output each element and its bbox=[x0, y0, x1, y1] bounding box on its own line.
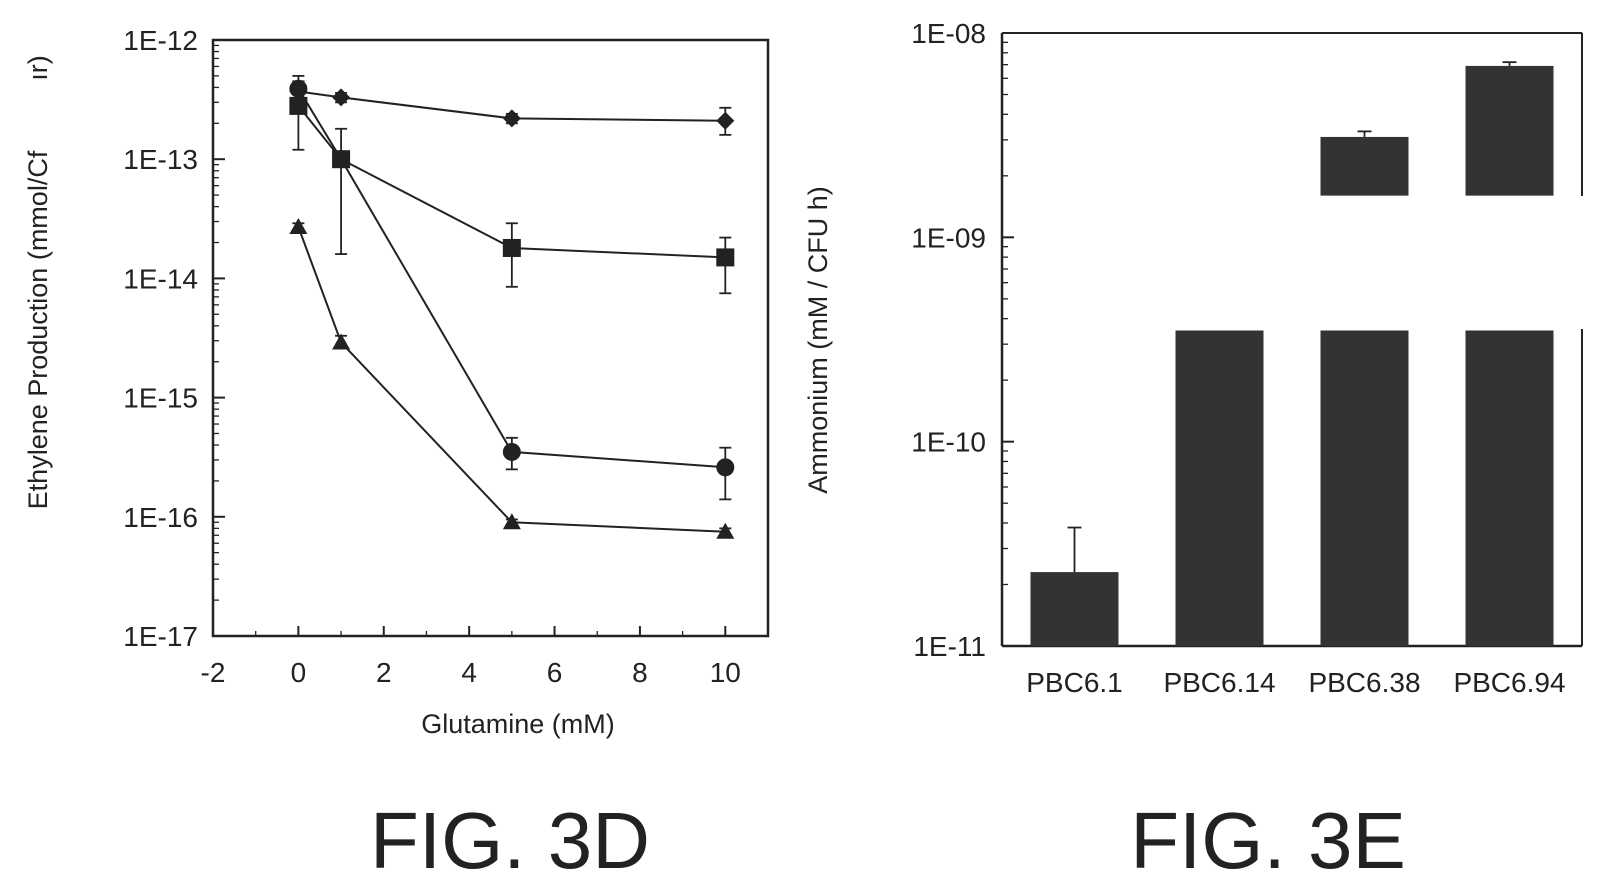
x-tick-label: 6 bbox=[547, 657, 563, 688]
y-tick-label: 1E-08 bbox=[911, 18, 986, 49]
chart-3d-y-axis-ticks: 1E-17 1E-16 1E-15 1E-14 1E-13 1E-12 bbox=[123, 25, 225, 652]
data-point-triangle bbox=[289, 217, 308, 234]
y-tick-label: 1E-09 bbox=[911, 222, 986, 253]
x-tick-label: 10 bbox=[710, 657, 741, 688]
series-line-square bbox=[297, 105, 726, 259]
data-point-diamond bbox=[716, 111, 735, 130]
y-tick-label: 1E-10 bbox=[911, 427, 986, 458]
y-tick-label: 1E-11 bbox=[913, 631, 986, 662]
data-point-circle bbox=[289, 79, 308, 98]
chart-3d-series bbox=[289, 74, 735, 539]
y-tick-label: 1E-13 bbox=[123, 144, 198, 175]
category-label: PBC6.38 bbox=[1308, 667, 1420, 698]
y-tick-label: 1E-15 bbox=[123, 383, 198, 414]
data-point-square bbox=[289, 96, 308, 115]
x-tick-label: 0 bbox=[291, 657, 307, 688]
chart-3d-plot-frame bbox=[211, 38, 770, 638]
series-line-circle bbox=[297, 88, 726, 469]
data-point-triangle bbox=[502, 513, 521, 530]
category-label: PBC6.14 bbox=[1163, 667, 1275, 698]
data-point-circle bbox=[502, 442, 521, 461]
chart-3d: 1E-17 1E-16 1E-15 1E-14 1E-13 1E-12 -2 0 2 4 6 8 10… bbox=[23, 25, 770, 885]
data-point-circle bbox=[332, 150, 351, 169]
category-label: PBC6.94 bbox=[1453, 667, 1565, 698]
series-line-triangle bbox=[297, 226, 726, 533]
chart-3e: 1E-11 1E-10 1E-09 1E-08 PBC6.1 PBC6.14 PBC6.3… bbox=[803, 18, 1583, 885]
figure-label-3d: FIG. 3D bbox=[370, 796, 650, 885]
bar-lower-segment bbox=[1465, 330, 1554, 646]
data-point-diamond bbox=[502, 109, 521, 128]
data-point-triangle bbox=[332, 333, 351, 350]
chart-3d-y-axis-label: Ethylene Production (mmol/Cf bbox=[23, 150, 53, 509]
bar bbox=[1175, 330, 1264, 646]
series-line-diamond bbox=[298, 90, 726, 122]
chart-3e-y-axis-ticks: 1E-11 1E-10 1E-09 1E-08 bbox=[911, 18, 1014, 662]
data-point-triangle bbox=[716, 522, 735, 539]
data-point-diamond bbox=[332, 88, 351, 107]
y-tick-label: 1E-14 bbox=[123, 263, 198, 294]
data-point-circle bbox=[716, 458, 735, 477]
x-tick-label: -2 bbox=[201, 657, 226, 688]
chart-3e-category-labels: PBC6.1 PBC6.14 PBC6.38 PBC6.94 bbox=[1026, 667, 1565, 698]
x-tick-label: 8 bbox=[632, 657, 648, 688]
bar-lower-segment bbox=[1320, 330, 1409, 646]
x-tick-label: 2 bbox=[376, 657, 392, 688]
bar-upper-segment bbox=[1320, 136, 1409, 196]
chart-3d-x-axis-label: Glutamine (mM) bbox=[421, 709, 615, 739]
chart-3e-bars bbox=[1030, 61, 1554, 646]
bar bbox=[1030, 572, 1119, 646]
bar-upper-segment bbox=[1465, 65, 1554, 196]
chart-3e-y-axis-label: Ammonium (mM / CFU h) bbox=[803, 186, 833, 494]
y-tick-label: 1E-12 bbox=[123, 25, 198, 56]
x-tick-label: 4 bbox=[461, 657, 477, 688]
chart-3d-x-axis-ticks: -2 0 2 4 6 8 10 bbox=[201, 626, 741, 688]
data-point-square bbox=[716, 248, 735, 267]
data-point-square bbox=[502, 238, 521, 257]
y-tick-label: 1E-17 bbox=[123, 621, 198, 652]
figure-label-3e: FIG. 3E bbox=[1130, 796, 1406, 885]
y-tick-label: 1E-16 bbox=[123, 502, 198, 533]
chart-3d-y-axis-label-fragment: ır) bbox=[23, 55, 53, 80]
category-label: PBC6.1 bbox=[1026, 667, 1123, 698]
